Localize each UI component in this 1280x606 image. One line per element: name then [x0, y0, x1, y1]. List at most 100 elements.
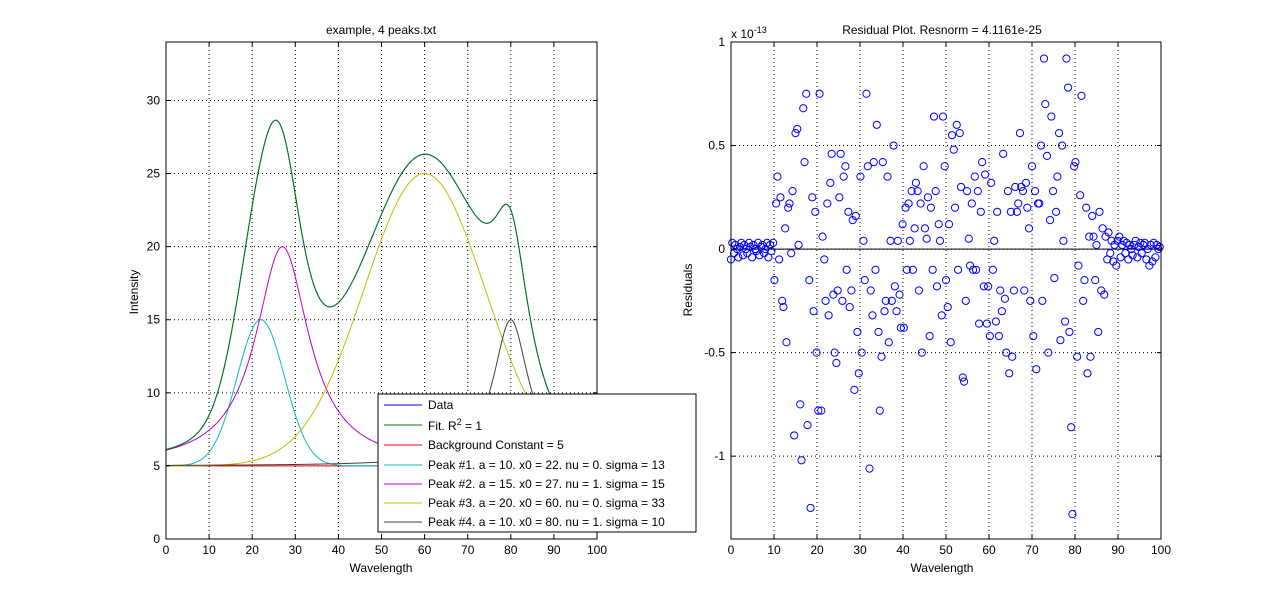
residual-point — [1000, 294, 1010, 303]
residual-point — [1051, 207, 1061, 216]
residual-point — [904, 199, 913, 208]
residual-point — [1143, 244, 1152, 254]
residual-point — [824, 311, 833, 320]
scale-note: x 10-13 — [731, 25, 767, 41]
residual-point — [1083, 369, 1092, 378]
residual-point — [1110, 240, 1119, 250]
residual-point — [950, 203, 960, 212]
y-axis-label: Residuals — [681, 264, 695, 317]
residual-point — [967, 199, 976, 208]
residual-point — [874, 327, 883, 337]
residual-point — [841, 162, 850, 171]
residual-point — [1068, 510, 1077, 519]
residual-point — [800, 158, 809, 167]
residual-point — [856, 172, 865, 181]
residual-point — [923, 193, 933, 202]
x-axis-label: Wavelength — [350, 561, 413, 575]
residual-point — [1154, 244, 1163, 254]
residual-point — [1137, 249, 1146, 258]
residual-point — [731, 240, 740, 250]
residual-point — [1091, 276, 1100, 285]
x-tick-label: 40 — [896, 543, 910, 557]
peak-3-curve — [166, 173, 598, 467]
residual-point — [835, 193, 844, 202]
residual-point — [985, 331, 994, 341]
residual-point — [1056, 336, 1065, 345]
legend-item-fit: Fit. R2 = 1 — [384, 417, 482, 433]
residual-point — [776, 193, 785, 202]
residual-point — [1130, 240, 1139, 250]
residual-point — [973, 187, 982, 196]
residual-point — [1094, 327, 1103, 337]
residual-point — [847, 286, 856, 295]
residual-point — [981, 170, 990, 179]
residual-point — [796, 400, 805, 409]
residual-point — [808, 193, 817, 202]
residual-point — [1112, 261, 1121, 270]
y-tick-label: 20 — [147, 240, 161, 254]
residual-point — [1097, 286, 1106, 295]
x-tick-label: 60 — [982, 543, 996, 557]
residual-point — [929, 112, 939, 121]
residual-point — [1045, 215, 1055, 225]
residual-point — [734, 253, 743, 262]
x-tick-label: 0 — [163, 543, 170, 557]
residual-point — [811, 207, 820, 216]
residual-point — [892, 307, 901, 316]
residual-point — [735, 242, 745, 252]
residual-point — [866, 286, 875, 295]
chart-title: Residual Plot. Resnorm = 4.1161e-25 — [842, 23, 1042, 37]
residual-point — [760, 249, 769, 258]
y-axis-label: Intensity — [127, 270, 141, 315]
x-tick-label: 10 — [767, 543, 781, 557]
residual-point — [818, 232, 827, 241]
residual-point — [1100, 290, 1109, 299]
residual-point — [979, 282, 988, 291]
residual-point — [839, 172, 848, 181]
residual-point — [1002, 348, 1011, 357]
x-tick-label: 80 — [1068, 543, 1082, 557]
chart-title: example, 4 peaks.txt — [326, 23, 437, 37]
residual-point — [965, 261, 975, 270]
residual-point — [1095, 207, 1104, 216]
residual-point — [875, 406, 884, 415]
residual-point — [1050, 273, 1059, 283]
legend-item-peak1: Peak #1. a = 10. x0 = 22. nu = 0. sigma … — [384, 458, 665, 472]
residual-point — [1030, 187, 1040, 196]
residual-point — [865, 464, 874, 473]
residual-point — [850, 385, 859, 394]
residual-point — [772, 199, 781, 208]
residual-point — [1047, 112, 1056, 121]
y-tick-label: 10 — [147, 386, 161, 400]
residual-point — [1077, 91, 1086, 100]
residual-point — [1061, 317, 1070, 326]
legend-label: Data — [428, 398, 454, 412]
residual-point — [869, 158, 878, 167]
residual-point — [817, 406, 826, 415]
legend-label: Fit. R2 = 1 — [428, 417, 482, 433]
residual-point — [1113, 236, 1122, 245]
residual-point — [1036, 141, 1046, 150]
residual-point — [926, 203, 936, 212]
residual-point — [1006, 207, 1016, 216]
residual-point — [829, 290, 838, 299]
residual-point — [956, 182, 966, 192]
residual-point — [997, 307, 1007, 316]
x-tick-label: 100 — [587, 543, 607, 557]
residual-point — [944, 220, 954, 229]
legend-item-peak4: Peak #4. a = 10. x0 = 80. nu = 1. sigma … — [384, 515, 665, 529]
residual-point — [838, 296, 847, 305]
y-tick-label: 25 — [147, 167, 161, 181]
residual-point — [964, 234, 973, 243]
x-tick-label: 90 — [1111, 543, 1125, 557]
residual-point — [1015, 129, 1025, 138]
residual-point — [893, 236, 902, 245]
residual-point — [805, 276, 814, 285]
residual-point — [781, 224, 790, 233]
residual-point — [740, 240, 749, 250]
y-tick-label: 0.5 — [708, 139, 725, 153]
y-tick-label: 15 — [147, 313, 161, 327]
residual-point — [946, 338, 955, 347]
residual-point — [826, 178, 835, 187]
